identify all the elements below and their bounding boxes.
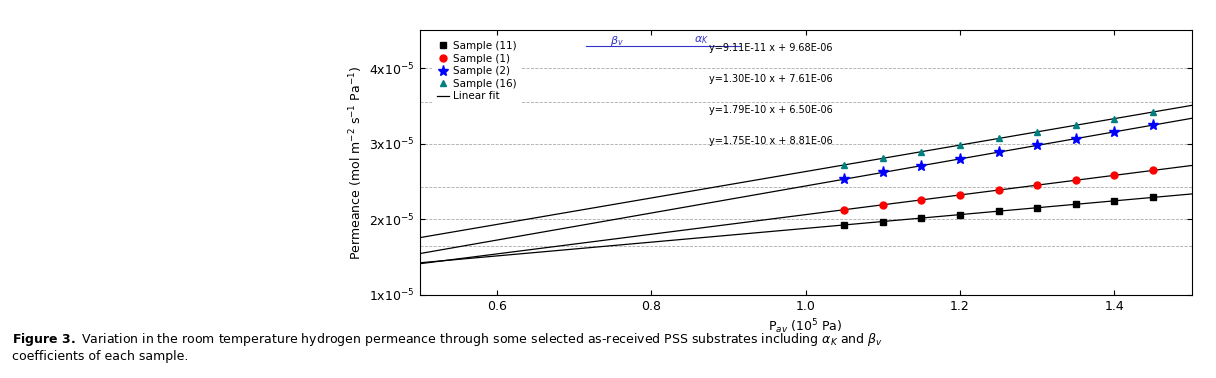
X-axis label: P$_{av}$ (10$^5$ Pa): P$_{av}$ (10$^5$ Pa) <box>769 317 843 336</box>
Text: y=9.11E-11 x + 9.68E-06: y=9.11E-11 x + 9.68E-06 <box>709 43 833 53</box>
Legend: Sample (11), Sample (1), Sample (2), Sample (16), Linear fit: Sample (11), Sample (1), Sample (2), Sam… <box>433 37 522 105</box>
Text: y=1.79E-10 x + 6.50E-06: y=1.79E-10 x + 6.50E-06 <box>709 105 833 115</box>
Text: $\mathbf{Figure\ 3.}$ Variation in the room temperature hydrogen permeance throu: $\mathbf{Figure\ 3.}$ Variation in the r… <box>12 331 883 363</box>
Y-axis label: Permeance (mol m$^{-2}$ s$^{-1}$ Pa$^{-1}$): Permeance (mol m$^{-2}$ s$^{-1}$ Pa$^{-1… <box>348 65 365 260</box>
Text: y=1.30E-10 x + 7.61E-06: y=1.30E-10 x + 7.61E-06 <box>709 74 833 84</box>
Text: $\alpha_K$: $\alpha_K$ <box>694 34 709 46</box>
Text: $\beta_v$: $\beta_v$ <box>609 34 624 48</box>
Text: y=1.75E-10 x + 8.81E-06: y=1.75E-10 x + 8.81E-06 <box>709 136 833 146</box>
